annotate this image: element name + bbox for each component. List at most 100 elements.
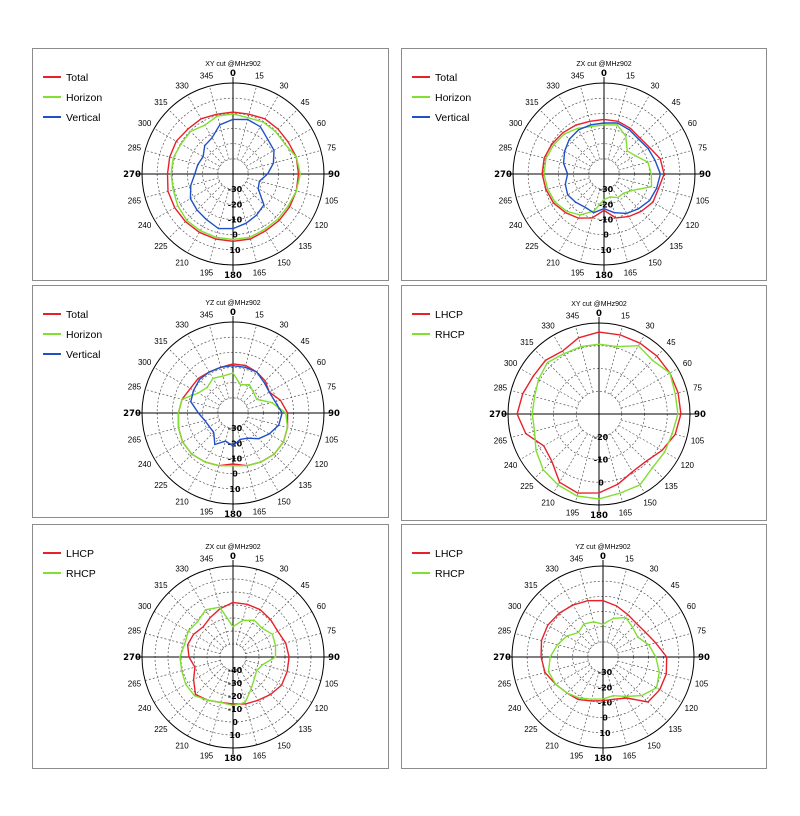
angle-label: 270 bbox=[489, 410, 507, 420]
polar-chart-zx-cut-polarization: ZX cut @MHz902 0 15 30 45 60 75 90 105 120 135 150 1… bbox=[401, 48, 767, 281]
angle-label: 60 bbox=[317, 358, 326, 367]
legend-label: Vertical bbox=[66, 349, 100, 361]
grid-spoke bbox=[168, 348, 223, 403]
angle-label: 165 bbox=[253, 269, 267, 278]
angle-label: 330 bbox=[175, 565, 189, 574]
ring-label: -30 bbox=[228, 679, 243, 688]
grid-spoke bbox=[620, 419, 687, 438]
grid-spoke bbox=[145, 416, 219, 437]
grid-spoke bbox=[618, 177, 692, 198]
grid-spoke bbox=[236, 569, 257, 645]
angle-label: 60 bbox=[688, 119, 697, 128]
ring-label: -20 bbox=[228, 200, 243, 209]
grid-spoke bbox=[615, 611, 682, 650]
angle-label: 225 bbox=[520, 482, 534, 491]
angle-label: 315 bbox=[154, 337, 168, 346]
grid-spoke bbox=[243, 423, 298, 478]
angle-label: 330 bbox=[546, 82, 560, 91]
angle-label: 75 bbox=[698, 144, 707, 153]
grid-spoke bbox=[557, 578, 596, 645]
grid-spoke bbox=[239, 578, 279, 646]
angle-label: 150 bbox=[643, 498, 657, 507]
angle-label: 265 bbox=[128, 435, 142, 444]
angle-label: 330 bbox=[541, 322, 555, 331]
angle-label: 195 bbox=[570, 752, 584, 761]
angle-label: 165 bbox=[253, 508, 267, 517]
angle-label: 0 bbox=[230, 308, 236, 318]
ring-label: 0 bbox=[232, 718, 238, 727]
grid-spoke bbox=[610, 335, 645, 395]
grid-spoke bbox=[520, 368, 580, 403]
grid-spoke bbox=[209, 86, 230, 160]
grid-spoke bbox=[240, 95, 279, 162]
angle-label: 265 bbox=[128, 196, 142, 205]
grid-spoke bbox=[168, 184, 223, 239]
ring-label: 10 bbox=[229, 246, 241, 255]
angle-label: 165 bbox=[253, 752, 267, 761]
angle-label: 225 bbox=[524, 725, 538, 734]
angle-label: 75 bbox=[693, 384, 702, 393]
angle-label: 105 bbox=[325, 196, 339, 205]
series-line-vertical bbox=[190, 364, 283, 447]
grid-spoke bbox=[243, 109, 298, 164]
angle-label: 240 bbox=[138, 704, 152, 713]
grid-spoke bbox=[524, 611, 591, 650]
angle-label: 285 bbox=[494, 384, 508, 393]
series-line-lhcp bbox=[540, 599, 668, 703]
angle-label: 135 bbox=[298, 242, 312, 251]
angle-label: 120 bbox=[685, 704, 699, 713]
chart-title: ZX cut @MHz902 bbox=[576, 61, 631, 68]
grid-spoke bbox=[154, 181, 221, 220]
angle-label: 90 bbox=[328, 409, 340, 419]
legend-label: Horizon bbox=[66, 329, 102, 341]
grid-spoke bbox=[187, 425, 226, 492]
legend-label: Horizon bbox=[66, 92, 102, 104]
angle-label: 165 bbox=[619, 509, 633, 518]
legend-label: Vertical bbox=[66, 112, 100, 124]
angle-label: 265 bbox=[498, 679, 512, 688]
angle-label: 210 bbox=[175, 741, 189, 750]
angle-label: 75 bbox=[327, 144, 336, 153]
ring-label: 0 bbox=[602, 714, 608, 723]
angle-label: 165 bbox=[623, 752, 637, 761]
angle-label: 15 bbox=[625, 554, 634, 563]
angle-label: 180 bbox=[594, 754, 612, 764]
grid-spoke bbox=[187, 334, 226, 401]
angle-label: 30 bbox=[651, 82, 660, 91]
grid-spoke bbox=[610, 433, 645, 493]
polar-chart-xy-cut-circular: XY cut @MHz902 0 15 30 45 60 75 90 105 120 135 150 1… bbox=[401, 285, 767, 521]
angle-label: 210 bbox=[545, 741, 559, 750]
grid-spoke bbox=[240, 425, 279, 492]
grid-spoke bbox=[618, 425, 678, 460]
legend-label: Total bbox=[66, 309, 88, 321]
grid-spoke bbox=[245, 128, 312, 167]
grid-spoke bbox=[243, 184, 298, 239]
angle-label: 150 bbox=[277, 258, 291, 267]
angle-label: 345 bbox=[200, 554, 214, 563]
angle-label: 90 bbox=[328, 170, 340, 180]
angle-label: 180 bbox=[224, 754, 242, 764]
angle-label: 180 bbox=[224, 271, 242, 281]
angle-label: 105 bbox=[691, 436, 705, 445]
angle-label: 120 bbox=[315, 460, 329, 469]
ring-label: 0 bbox=[598, 478, 604, 487]
grid-spoke bbox=[558, 186, 597, 253]
ring-label: -20 bbox=[594, 433, 609, 442]
angle-label: 45 bbox=[671, 581, 680, 590]
grid-spoke bbox=[187, 578, 227, 646]
angle-label: 15 bbox=[255, 71, 264, 80]
grid-spoke bbox=[580, 188, 601, 262]
polar-chart-xy-cut-polarization: XY cut @MHz902 0 15 30 45 60 75 90 105 120 135 150 1… bbox=[32, 48, 389, 281]
grid-spoke bbox=[240, 186, 279, 253]
series-line-rhcp bbox=[531, 343, 679, 500]
ring-label: -30 bbox=[598, 668, 613, 677]
grid-spoke bbox=[247, 416, 321, 437]
legend-label: LHCP bbox=[435, 309, 463, 321]
angle-label: 135 bbox=[298, 725, 312, 734]
angle-label: 15 bbox=[621, 311, 630, 320]
angle-label: 300 bbox=[138, 119, 152, 128]
grid-spoke bbox=[575, 435, 594, 502]
series-line-total bbox=[541, 118, 665, 219]
